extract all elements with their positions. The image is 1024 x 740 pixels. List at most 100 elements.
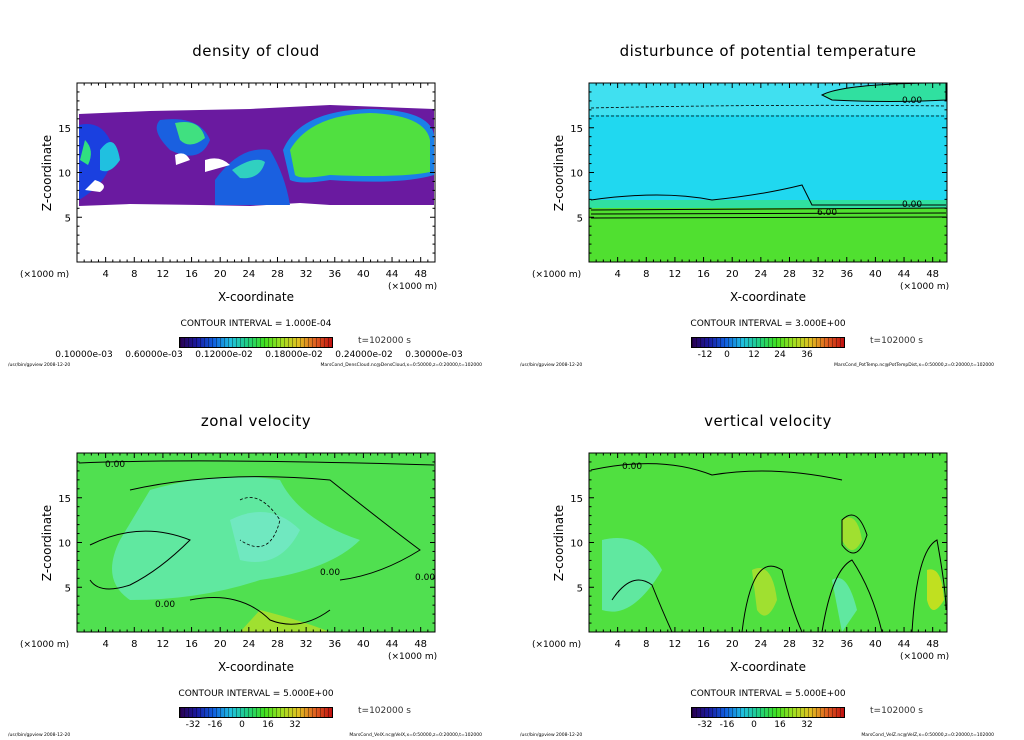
colorbar-tick-label: 32 (801, 720, 813, 730)
colorbar-tick-label: 0 (724, 350, 730, 360)
x-axis-label: X-coordinate (218, 660, 294, 674)
colorbar (179, 707, 333, 718)
plot-title: disturbunce of potential temperature (619, 42, 917, 60)
x-unit-label-left: (×1000 m) (532, 640, 582, 650)
x-tick-label: 20 (214, 639, 227, 650)
footer-source: MarsCond_PotTemp.nc@PotTempDist,x=0:5000… (834, 363, 994, 368)
plot-title: zonal velocity (200, 412, 312, 430)
x-tick-label: 24 (754, 269, 767, 280)
colorbar-tick-label: 0.24000e-02 (335, 350, 393, 360)
x-tick-label: 16 (185, 269, 198, 280)
x-axis-label: X-coordinate (218, 290, 294, 304)
x-tick-label: 20 (726, 269, 739, 280)
y-tick-label: 5 (65, 583, 71, 594)
y-tick-label: 5 (65, 213, 71, 224)
colorbar-tick-label: 0.12000e-02 (195, 350, 253, 360)
y-tick-label: 15 (58, 124, 71, 135)
x-tick-label: 28 (783, 269, 796, 280)
colorbar-tick-label: -16 (207, 720, 223, 730)
x-tick-label: 32 (812, 639, 825, 650)
x-tick-label: 36 (840, 269, 853, 280)
x-tick-label: 24 (242, 269, 255, 280)
colorbar-tick-label: 0.60000e-03 (125, 350, 183, 360)
contour-field (77, 453, 435, 632)
plot-title: density of cloud (192, 42, 320, 60)
plot-panel: vertical velocity 4 8 12 16 20 24 28 32 36 40 44 48… (512, 370, 1024, 740)
x-tick-label: 8 (131, 639, 137, 650)
y-tick-label: 10 (58, 539, 71, 550)
x-unit-label-right: (×1000 m) (388, 652, 438, 662)
x-tick-label: 48 (926, 639, 939, 650)
x-tick-label: 44 (898, 269, 911, 280)
x-tick-label: 40 (357, 639, 370, 650)
contour-field (589, 453, 947, 633)
y-tick-label: 10 (570, 539, 583, 550)
x-unit-label-left: (×1000 m) (532, 270, 582, 280)
contour-label: 0.00 (105, 460, 125, 470)
x-tick-label: 16 (697, 269, 710, 280)
y-tick-label: 15 (58, 494, 71, 505)
colorbar-tick-label: 12 (748, 350, 760, 360)
contour-label: 0.00 (902, 200, 922, 210)
time-label: t=102000 s (358, 336, 411, 346)
plot-panel: zonal velocity 4 8 12 16 20 24 28 32 36 40 44 48 5 10… (0, 370, 512, 740)
x-tick-label: 28 (783, 639, 796, 650)
x-unit-label-left: (×1000 m) (20, 270, 70, 280)
x-tick-label: 48 (414, 639, 427, 650)
x-tick-label: 4 (614, 639, 620, 650)
y-tick-label: 5 (577, 583, 583, 594)
x-tick-label: 20 (214, 269, 227, 280)
x-axis-label: X-coordinate (730, 660, 806, 674)
colorbar-tick-label: -16 (719, 720, 735, 730)
y-axis-label: Z-coordinate (552, 504, 566, 582)
colorbar-tick-label: 0.18000e-02 (265, 350, 323, 360)
contour-label: 0.00 (902, 96, 922, 106)
footer-program: /usr/bin/gpview 2008-12-20 (8, 733, 71, 738)
time-label: t=102000 s (358, 706, 411, 716)
contour-label: 0.00 (320, 568, 340, 578)
x-tick-label: 8 (643, 269, 649, 280)
time-label: t=102000 s (870, 706, 923, 716)
x-unit-label-right: (×1000 m) (388, 282, 438, 292)
x-tick-label: 48 (414, 269, 427, 280)
colorbar-tick-label: 0 (239, 720, 245, 730)
x-tick-label: 40 (869, 269, 882, 280)
x-tick-label: 16 (697, 639, 710, 650)
x-tick-label: 28 (271, 269, 284, 280)
y-axis-label: Z-coordinate (40, 134, 54, 212)
x-tick-label: 4 (102, 269, 108, 280)
plot-panel: density of cloud 4 8 12 16 20 24 28 32 36 40 44 48 5… (0, 0, 512, 370)
y-axis-label: Z-coordinate (40, 504, 54, 582)
x-tick-label: 32 (300, 269, 313, 280)
y-axis-label: Z-coordinate (552, 134, 566, 212)
colorbar-tick-label: -32 (697, 720, 713, 730)
colorbar-tick-label: 0.30000e-03 (405, 350, 463, 360)
x-tick-label: 44 (386, 639, 399, 650)
footer-source: MarsCond_DensCloud.nc@DensCloud,x=0:5000… (320, 363, 482, 368)
x-tick-label: 12 (157, 269, 170, 280)
x-tick-label: 36 (328, 269, 341, 280)
footer-source: MarsCond_VelX.nc@VelX,x=0:50000,z=0:2000… (349, 733, 482, 738)
footer-source: MarsCond_VelZ.nc@VelZ,x=0:50000,z=0:2000… (861, 733, 994, 738)
colorbar (691, 707, 845, 718)
x-unit-label-right: (×1000 m) (900, 652, 950, 662)
contour-label: 0.00 (415, 573, 435, 583)
contour-interval: CONTOUR INTERVAL = 5.000E+00 (178, 689, 334, 699)
colorbar-tick-label: 36 (801, 350, 813, 360)
contour-label: 6.00 (817, 208, 837, 218)
x-tick-label: 12 (669, 639, 682, 650)
colorbar-tick-label: 24 (774, 350, 786, 360)
contour-interval: CONTOUR INTERVAL = 1.000E-04 (180, 319, 332, 329)
y-tick-label: 10 (570, 169, 583, 180)
colorbar (179, 337, 333, 348)
x-tick-label: 16 (185, 639, 198, 650)
time-label: t=102000 s (870, 336, 923, 346)
x-tick-label: 28 (271, 639, 284, 650)
contour-interval: CONTOUR INTERVAL = 5.000E+00 (690, 689, 846, 699)
x-tick-label: 24 (754, 639, 767, 650)
colorbar-tick-label: 32 (289, 720, 301, 730)
